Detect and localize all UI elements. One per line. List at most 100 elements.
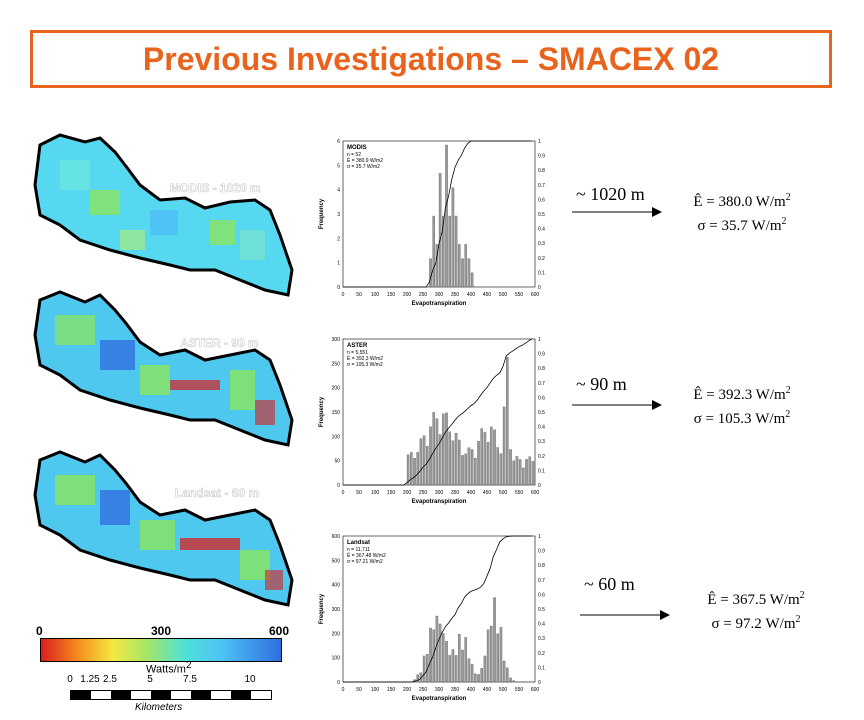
- x-tick-label: 100: [371, 292, 380, 298]
- colorbar-min-label: 0: [36, 624, 43, 638]
- y-tick-label: 5: [337, 163, 340, 169]
- histogram-bar: [435, 418, 439, 486]
- y2-tick-label: 0.8: [538, 366, 545, 372]
- x-tick-label: 150: [387, 490, 396, 496]
- histogram-bar: [509, 677, 512, 683]
- y2-tick-label: 0.4: [538, 425, 545, 431]
- colorbar: 0 300 600 Watts/m2: [36, 624, 289, 676]
- colorbar-gradient: [40, 638, 282, 662]
- histogram-bar: [419, 438, 423, 486]
- y2-tick-label: 0.8: [538, 168, 545, 174]
- resolution-label-1: ~ 1020 m: [576, 184, 645, 204]
- y-tick-label: 300: [332, 607, 341, 613]
- histogram-bar: [410, 452, 413, 486]
- cumulative-curve: [343, 535, 532, 683]
- histogram-name: ASTER: [347, 343, 368, 349]
- scalebar-tick-label: 2.5: [103, 674, 117, 685]
- histogram-bar: [464, 244, 467, 288]
- histogram-bar: [470, 449, 474, 486]
- sigma-value-1: σ = 35.7 W/m2: [697, 216, 787, 234]
- histogram-bar: [490, 426, 493, 486]
- scalebar: 0 1.25 2.5 5 7.5 10 Kilometers: [40, 674, 280, 720]
- y2-tick-label: 0.3: [538, 241, 545, 247]
- y-tick-label: 1: [337, 261, 340, 267]
- histogram-bar: [474, 458, 477, 486]
- arrow-2: [572, 400, 662, 410]
- histogram-aster: 05010015020025030000.10.20.30.40.50.60.7…: [319, 337, 545, 505]
- y-tick-label: 0: [337, 483, 340, 489]
- y2-tick-label: 0.9: [538, 352, 545, 358]
- histogram-bar: [499, 627, 503, 683]
- histogram-bar: [474, 673, 477, 683]
- histogram-bar: [429, 258, 432, 288]
- x-axis-label: Evapotranspiration: [412, 301, 467, 307]
- histogram-name: MODIS: [347, 145, 367, 151]
- scalebar-bar: [70, 690, 272, 700]
- x-tick-label: 550: [515, 687, 524, 693]
- x-tick-label: 50: [356, 687, 362, 693]
- histogram-stat: n = 5,551: [347, 350, 368, 356]
- y2-tick-label: 0.1: [538, 270, 545, 276]
- y2-tick-label: 0.1: [538, 665, 545, 671]
- histogram-bar: [413, 457, 416, 486]
- x-tick-label: 250: [419, 490, 428, 496]
- y2-tick-label: 0.7: [538, 578, 545, 584]
- y2-tick-label: 0.7: [538, 381, 545, 387]
- y2-tick-label: 0.5: [538, 410, 545, 416]
- sigma-value-3: σ = 97.2 W/m2: [711, 614, 801, 632]
- y-tick-label: 100: [332, 434, 341, 440]
- histogram-bar: [419, 672, 423, 683]
- y-tick-label: 100: [332, 656, 341, 662]
- histogram-bar: [490, 625, 493, 683]
- histogram-bar: [506, 667, 509, 683]
- y-axis-label: Frequency: [319, 198, 325, 229]
- histogram-stat: σ = 35.7 W/m2: [347, 164, 380, 170]
- resolution-label-3: ~ 60 m: [584, 574, 635, 594]
- histogram-bar: [445, 144, 448, 288]
- histogram-stat: Ē = 380.9 W/m2: [347, 157, 383, 164]
- y2-tick-label: 0.1: [538, 468, 545, 474]
- histogram-bar: [528, 456, 531, 486]
- y2-tick-label: 0.9: [538, 549, 545, 555]
- histogram-bar: [499, 453, 503, 486]
- y2-tick-label: 0: [538, 483, 541, 489]
- histogram-bar: [483, 432, 487, 486]
- cumulative-curve: [343, 338, 533, 486]
- x-tick-label: 200: [403, 292, 412, 298]
- y-tick-label: 500: [332, 558, 341, 564]
- map-label-aster: ASTER - 90 m: [180, 336, 259, 350]
- histogram-bar: [445, 641, 448, 683]
- y2-tick-label: 0.2: [538, 454, 545, 460]
- cumulative-curve: [343, 140, 532, 288]
- x-tick-label: 150: [387, 292, 396, 298]
- x-tick-label: 500: [499, 292, 508, 298]
- histogram-bar: [451, 187, 455, 288]
- histogram-bar: [429, 627, 432, 683]
- histogram-bar: [416, 674, 419, 683]
- histogram-stat: σ = 97.21 W/m2: [347, 559, 383, 565]
- map-label-landsat: Landsat - 60 m: [175, 486, 259, 500]
- y2-tick-label: 0.9: [538, 154, 545, 160]
- landsat-map: Landsat - 60 m: [33, 450, 294, 607]
- histogram-stat: n = 52: [347, 152, 361, 158]
- arrow-3: [580, 610, 670, 620]
- histogram-bar: [496, 633, 499, 683]
- histogram-bar: [454, 433, 458, 486]
- scalebar-units: Kilometers: [135, 702, 183, 713]
- histogram-bar: [502, 406, 506, 486]
- x-tick-label: 600: [531, 687, 540, 693]
- histogram-bar: [515, 456, 519, 486]
- histogram-bar: [442, 633, 445, 683]
- x-tick-label: 550: [515, 292, 524, 298]
- y2-tick-label: 0.6: [538, 395, 545, 401]
- mean-value-1: Ê = 380.0 W/m2: [693, 192, 791, 210]
- y2-tick-label: 0.3: [538, 439, 545, 445]
- x-tick-label: 550: [515, 490, 524, 496]
- histogram-bar: [502, 660, 506, 683]
- x-tick-label: 400: [467, 687, 476, 693]
- histogram-bar: [461, 649, 464, 683]
- histogram-bar: [435, 244, 439, 288]
- histogram-bar: [442, 413, 445, 486]
- scalebar-tick-label: 10: [244, 674, 256, 685]
- y-axis-label: Frequency: [319, 593, 325, 624]
